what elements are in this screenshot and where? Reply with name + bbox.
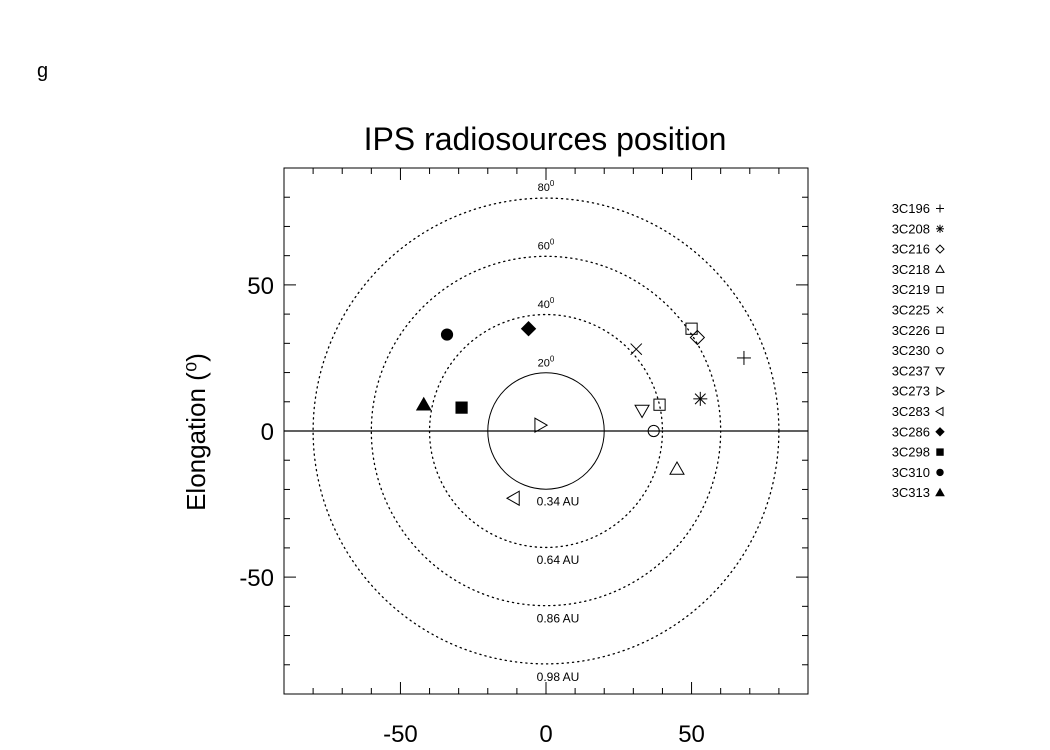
- legend-marker-shape: [936, 468, 944, 477]
- elongation-circle: [312, 197, 780, 665]
- point-3c237: [634, 404, 650, 419]
- point-3c225: [630, 343, 643, 356]
- legend-marker-shape: [935, 367, 945, 376]
- point-3c196: [736, 350, 751, 365]
- legend-marker: [935, 427, 945, 437]
- point-3c226: [653, 398, 666, 411]
- legend-label: 3C226: [892, 323, 930, 338]
- legend-label: 3C208: [892, 221, 930, 236]
- legend-marker-shape: [936, 306, 944, 314]
- circle-angle-label: 200: [538, 355, 555, 370]
- circle-au-label: 0.64 AU: [537, 553, 580, 567]
- legend-marker: [936, 468, 944, 477]
- legend-marker: [936, 204, 944, 213]
- legend-marker: [936, 306, 944, 314]
- point-3c310-shape: [440, 328, 454, 341]
- point-3c219: [685, 322, 698, 335]
- legend-marker-shape: [936, 386, 946, 397]
- legend-marker-shape: [936, 448, 944, 456]
- legend: 3C196 3C208 3C216 3C218 3C219 3C225 3C226 3C230…: [892, 201, 946, 500]
- point-3c216-shape: [689, 329, 706, 346]
- elongation-circle: [370, 255, 722, 607]
- x-tick-label: -50: [383, 721, 418, 748]
- point-3c298: [455, 401, 468, 414]
- legend-label: 3C286: [892, 424, 930, 439]
- legend-marker: [936, 448, 944, 456]
- legend-marker: [936, 286, 944, 294]
- point-3c225-shape: [630, 343, 643, 356]
- legend-marker: [935, 487, 945, 497]
- point-3c273-shape: [534, 417, 549, 434]
- point-3c273: [534, 417, 549, 434]
- x-tick-label: 50: [678, 721, 705, 748]
- point-3c313: [415, 396, 432, 411]
- point-3c237-shape: [634, 404, 650, 419]
- circle-au-label: 0.98 AU: [537, 670, 580, 684]
- legend-label: 3C230: [892, 343, 930, 358]
- legend-marker: [936, 386, 946, 397]
- legend-marker-shape: [936, 286, 944, 294]
- x-tick-label: 0: [539, 721, 552, 748]
- legend-marker: [935, 264, 945, 273]
- point-3c216: [689, 329, 706, 346]
- circle-angle-label: 800: [538, 179, 555, 194]
- y-tick-label: 0: [261, 419, 274, 446]
- legend-label: 3C283: [892, 404, 930, 419]
- legend-label: 3C273: [892, 384, 930, 399]
- y-tick-label: -50: [239, 565, 274, 592]
- point-3c218-shape: [669, 460, 685, 475]
- legend-marker-shape: [935, 427, 945, 437]
- circle-au-label: 0.34 AU: [537, 494, 580, 508]
- point-3c218: [669, 460, 685, 475]
- legend-marker-shape: [934, 406, 944, 417]
- plot-area: -50 0 50 -50 0 50 200 0.34 AU 400 0.64 AU 600 0.86 …: [239, 167, 809, 748]
- point-3c283: [505, 490, 520, 507]
- legend-marker: [936, 346, 944, 355]
- point-3c286-shape: [520, 321, 537, 337]
- legend-marker-shape: [935, 487, 945, 497]
- legend-label: 3C216: [892, 242, 930, 257]
- legend-marker-shape: [936, 225, 944, 233]
- legend-label: 3C298: [892, 445, 930, 460]
- legend-label: 3C237: [892, 363, 930, 378]
- legend-marker-shape: [935, 264, 945, 273]
- point-3c226-shape: [653, 398, 666, 411]
- elongation-circle: [487, 372, 605, 490]
- point-3c283-shape: [505, 490, 520, 507]
- point-3c286: [520, 321, 537, 337]
- legend-marker-shape: [935, 244, 945, 254]
- point-3c230: [647, 424, 660, 438]
- legend-label: 3C196: [892, 201, 930, 216]
- circle-au-label: 0.86 AU: [537, 611, 580, 625]
- legend-marker: [934, 406, 944, 417]
- point-3c219-shape: [685, 322, 698, 335]
- point-3c298-shape: [455, 401, 468, 414]
- point-3c313-shape: [415, 396, 432, 411]
- legend-marker-shape: [936, 346, 944, 355]
- point-3c208-shape: [694, 393, 706, 405]
- point-3c230-shape: [647, 424, 660, 438]
- panel-label: g: [37, 60, 49, 82]
- chart-title: IPS radiosources position: [364, 121, 727, 157]
- legend-label: 3C225: [892, 303, 930, 318]
- elongation-circle: [428, 313, 664, 549]
- circle-angle-label: 600: [538, 238, 555, 253]
- y-axis-label: Elongation (⁰): [181, 353, 211, 511]
- legend-marker: [936, 224, 944, 233]
- circle-angle-label: 400: [538, 296, 555, 311]
- legend-label: 3C313: [892, 485, 930, 500]
- legend-label: 3C219: [892, 282, 930, 297]
- y-tick-label: 50: [247, 273, 274, 300]
- legend-marker-shape: [936, 326, 944, 335]
- point-3c310: [440, 328, 454, 341]
- legend-marker: [935, 367, 945, 376]
- legend-marker: [936, 326, 944, 335]
- legend-label: 3C218: [892, 262, 930, 277]
- legend-marker: [935, 244, 945, 254]
- legend-label: 3C310: [892, 465, 930, 480]
- point-3c208: [693, 391, 708, 406]
